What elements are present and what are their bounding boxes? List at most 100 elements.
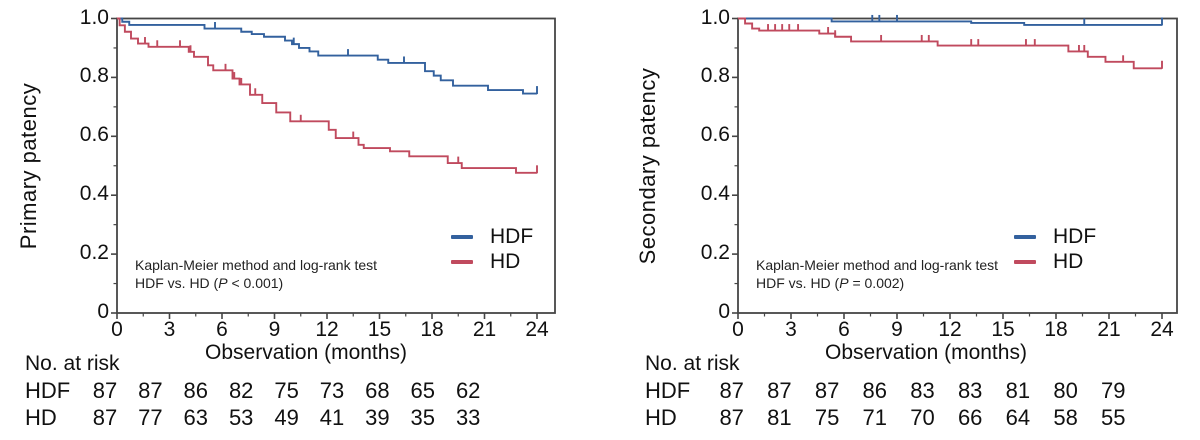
risk-row-label-hd: HD — [645, 405, 677, 430]
risk-value: 87 — [138, 378, 163, 403]
x-tick-label: 3 — [163, 318, 176, 341]
risk-value: 75 — [274, 378, 299, 403]
x-tick-label: 21 — [1097, 318, 1121, 341]
y-tick-label: 1.0 — [700, 5, 730, 29]
risk-value: 80 — [1053, 378, 1078, 403]
hdf-curve — [738, 17, 1162, 26]
x-tick-label: 3 — [785, 318, 797, 341]
risk-row-label-hdf: HDF — [25, 378, 71, 403]
x-tick-label: 9 — [268, 318, 281, 341]
legend-label: HD — [1053, 249, 1084, 273]
risk-value: 64 — [1005, 405, 1031, 430]
hd-line-swatch — [451, 259, 473, 264]
y-axis-label: Secondary patency — [635, 67, 660, 265]
risk-table-title: No. at risk — [25, 352, 120, 375]
risk-value: 79 — [1101, 378, 1126, 403]
risk-value: 41 — [319, 405, 345, 430]
risk-value: 87 — [719, 378, 744, 403]
legend-label: HDF — [490, 224, 534, 248]
risk-value: 81 — [1005, 378, 1031, 403]
legend-item-hdf: HDF — [1014, 224, 1096, 249]
risk-value: 58 — [1053, 405, 1078, 430]
risk-value: 77 — [138, 405, 163, 430]
risk-value: 81 — [767, 405, 792, 430]
risk-value: 55 — [1101, 405, 1126, 430]
x-tick-label: 15 — [991, 318, 1015, 341]
risk-value: 70 — [910, 405, 935, 430]
risk-value: 39 — [365, 405, 390, 430]
y-tick-label: 0.8 — [700, 64, 730, 88]
stats-annotation: Kaplan-Meier method and log-rank test HD… — [135, 256, 377, 292]
risk-value: 86 — [862, 378, 888, 403]
risk-value: 68 — [365, 378, 390, 403]
risk-value: 62 — [455, 378, 481, 403]
y-tick-label: 0 — [718, 300, 730, 323]
x-tick-label: 18 — [420, 318, 444, 341]
risk-value: 73 — [319, 378, 345, 403]
risk-value: 63 — [183, 405, 209, 430]
risk-value: 33 — [455, 405, 481, 430]
risk-value: 65 — [410, 378, 436, 403]
risk-value: 83 — [910, 378, 935, 403]
legend-label: HD — [490, 249, 521, 273]
risk-value: 66 — [957, 405, 983, 430]
legend-label: HDF — [1053, 224, 1097, 248]
x-tick-label: 12 — [315, 318, 339, 341]
x-tick-label: 12 — [938, 318, 962, 341]
x-tick-label: 15 — [367, 318, 392, 341]
x-tick-label: 6 — [216, 318, 228, 341]
risk-value: 49 — [274, 405, 299, 430]
risk-row-label-hd: HD — [25, 405, 57, 430]
risk-value: 82 — [228, 378, 254, 403]
risk-value: 35 — [410, 405, 436, 430]
hdf-line-swatch — [1014, 234, 1036, 239]
hdf-curve — [117, 17, 537, 95]
risk-value: 53 — [228, 405, 254, 430]
x-axis-label: Observation (months) — [825, 341, 1027, 364]
risk-value: 87 — [814, 378, 840, 403]
y-tick-label: 0.6 — [700, 123, 730, 147]
risk-table-title: No. at risk — [645, 352, 740, 375]
legend-item-hdf: HDF — [451, 224, 533, 249]
y-tick-label: 0.2 — [79, 241, 109, 265]
legend-item-hd: HD — [1014, 249, 1096, 274]
x-tick-label: 18 — [1044, 318, 1068, 341]
y-tick-label: 0 — [97, 300, 109, 323]
annotation-line2: HDF vs. HD (P = 0.002) — [756, 275, 905, 291]
hdf-line-swatch — [451, 234, 473, 239]
risk-value: 87 — [719, 405, 744, 430]
x-tick-label: 21 — [472, 318, 497, 341]
y-tick-label: 1.0 — [79, 5, 109, 29]
y-tick-label: 0.2 — [700, 241, 730, 265]
x-tick-label: 0 — [732, 318, 744, 341]
legend: HDF HD — [1014, 224, 1096, 274]
y-tick-label: 0.4 — [700, 182, 730, 206]
risk-value: 87 — [92, 405, 118, 430]
y-tick-label: 0.6 — [79, 123, 109, 147]
risk-value: 86 — [183, 378, 209, 403]
x-axis-label: Observation (months) — [205, 341, 407, 364]
risk-value: 87 — [92, 378, 118, 403]
y-tick-label: 0.4 — [79, 182, 109, 206]
risk-value: 83 — [957, 378, 983, 403]
risk-value: 87 — [767, 378, 792, 403]
stats-annotation: Kaplan-Meier method and log-rank test HD… — [756, 256, 998, 292]
y-axis-label: Primary patency — [16, 82, 41, 250]
risk-value: 71 — [862, 405, 888, 430]
x-tick-label: 24 — [1150, 318, 1174, 341]
hd-line-swatch — [1014, 259, 1036, 264]
x-tick-label: 0 — [111, 318, 123, 341]
y-tick-label: 0.8 — [79, 64, 109, 88]
annotation-line1: Kaplan-Meier method and log-rank test — [135, 257, 378, 273]
x-tick-label: 6 — [838, 318, 850, 341]
annotation-line1: Kaplan-Meier method and log-rank test — [756, 257, 999, 273]
x-tick-label: 9 — [891, 318, 903, 341]
annotation-line2: HDF vs. HD (P < 0.001) — [135, 275, 284, 291]
hd-curve — [738, 17, 1162, 70]
x-tick-label: 24 — [525, 318, 549, 341]
risk-value: 75 — [814, 405, 840, 430]
legend: HDF HD — [451, 224, 533, 274]
risk-row-label-hdf: HDF — [645, 378, 691, 403]
